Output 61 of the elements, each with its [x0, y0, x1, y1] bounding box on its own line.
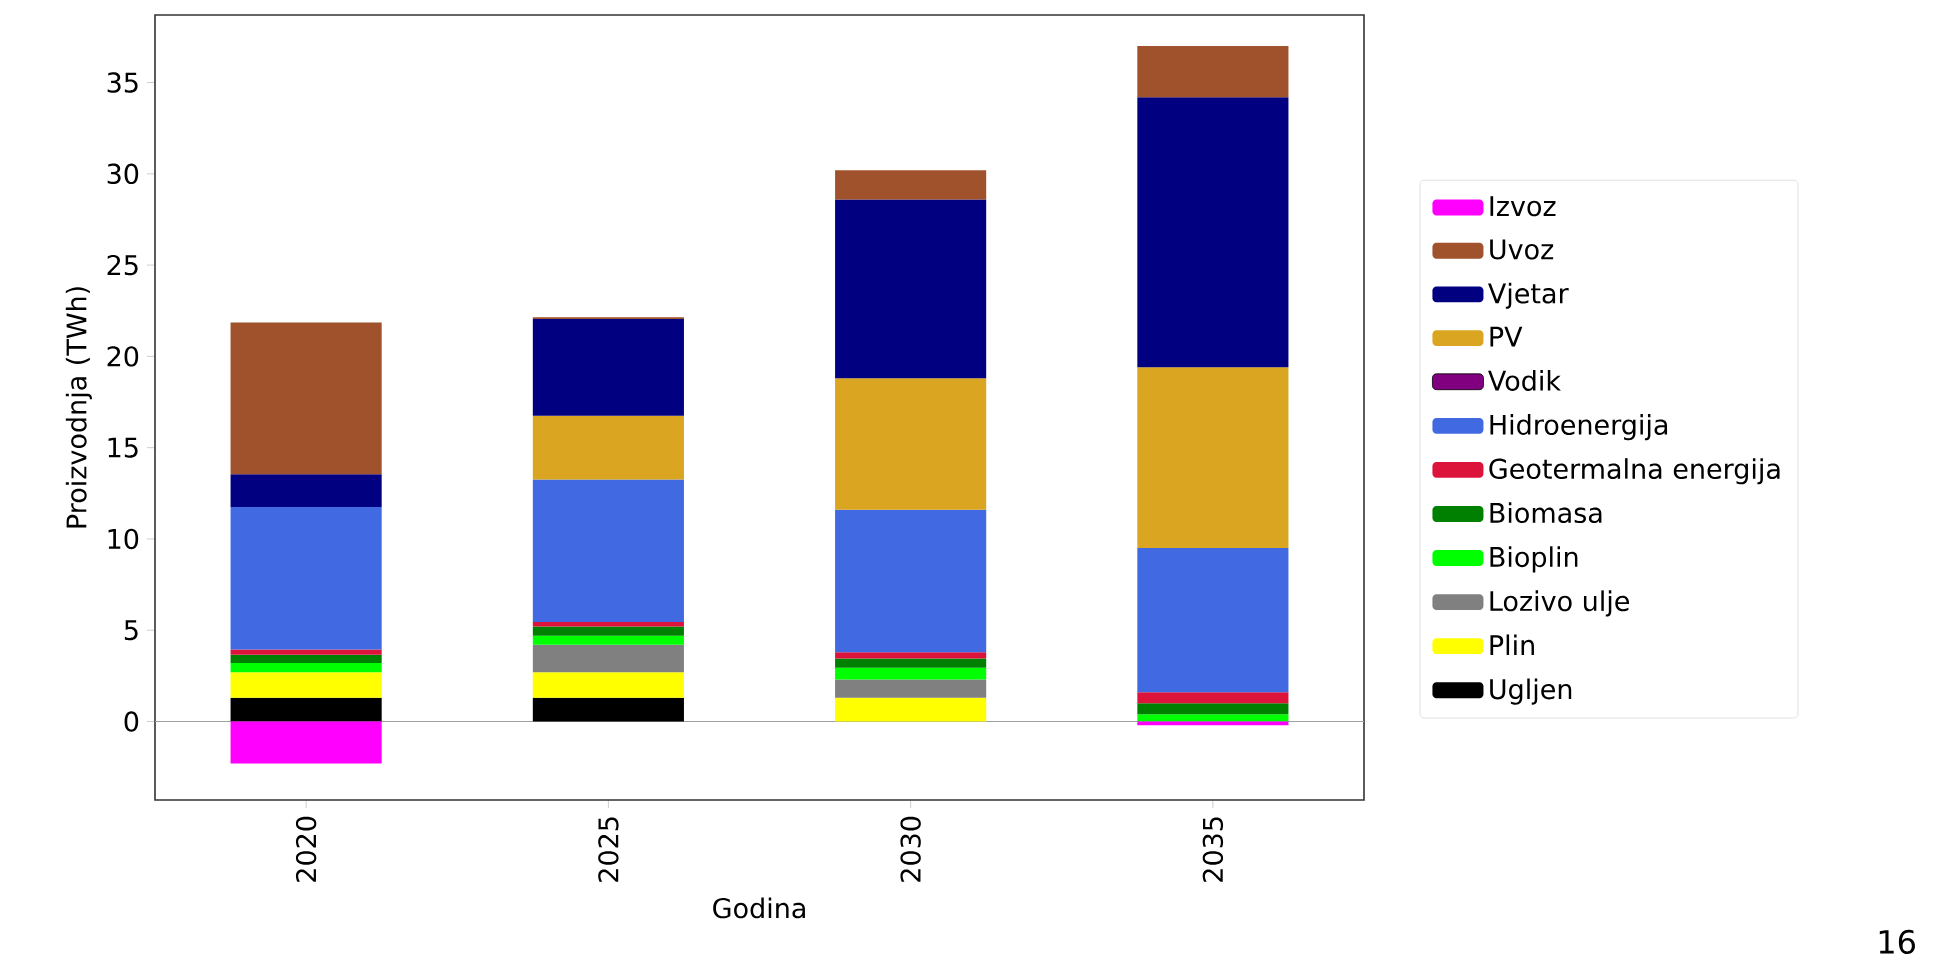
legend-label: Bioplin	[1490, 546, 1578, 573]
bar	[532, 697, 684, 722]
x-tick-label: 2035	[1202, 817, 1224, 882]
bar	[230, 474, 382, 507]
y-tick-label: 20	[107, 346, 139, 367]
bar	[835, 667, 987, 680]
y-tick-label: 10	[108, 528, 139, 550]
y-tick-label: 0	[124, 711, 139, 732]
bar	[1137, 714, 1289, 722]
bar	[835, 509, 987, 653]
bar	[230, 721, 382, 764]
bar	[835, 199, 987, 379]
y-tick-label: 5	[124, 620, 138, 641]
y-tick-label: 35	[107, 72, 138, 93]
bar	[532, 626, 684, 636]
bar	[835, 697, 987, 722]
bar	[1137, 692, 1289, 704]
legend-label: Plin	[1490, 634, 1534, 655]
legend-label: Ugljen	[1490, 678, 1572, 705]
legend-label: Vodik	[1488, 370, 1561, 391]
bar	[532, 672, 684, 698]
bar	[230, 654, 382, 664]
x-axis-title: Godina	[713, 897, 805, 919]
y-axis-title: Proizvodnja (TWh)	[65, 287, 92, 528]
legend-label: Lozivo ulje	[1490, 590, 1629, 617]
bar	[835, 170, 987, 200]
bar	[532, 415, 684, 480]
bar	[835, 679, 987, 698]
bar	[1137, 367, 1289, 549]
bar	[230, 672, 382, 698]
x-tick-label: 2030	[900, 816, 921, 882]
legend-label: PV	[1490, 326, 1523, 347]
bar	[1137, 548, 1289, 693]
legend-label: Vjetar	[1488, 282, 1569, 309]
bar	[835, 378, 987, 510]
legend-label: Hidroenergija	[1490, 414, 1668, 441]
bar	[835, 652, 987, 659]
bar	[532, 635, 684, 645]
x-tick-label: 2020	[295, 816, 317, 882]
y-tick-label: 30	[107, 163, 139, 185]
bar	[835, 658, 987, 668]
x-tick-label: 2025	[598, 817, 619, 882]
y-tick-label: 15	[108, 437, 138, 458]
legend-label: Geotermalna energija	[1489, 458, 1780, 485]
text: 16	[1879, 929, 1915, 954]
bar	[1137, 703, 1289, 715]
legend-label: Izvoz	[1490, 196, 1556, 217]
bar	[532, 644, 684, 673]
bar	[230, 649, 382, 655]
legend-label: Uvoz	[1490, 239, 1554, 260]
bar	[230, 506, 382, 650]
bar	[532, 479, 684, 623]
bar	[532, 318, 684, 416]
bar	[532, 622, 684, 627]
bar	[1137, 97, 1289, 368]
bar	[230, 322, 382, 475]
bar	[230, 663, 382, 673]
bar	[230, 697, 382, 722]
bar	[1137, 46, 1289, 98]
y-tick-label: 25	[107, 254, 138, 276]
legend-label: Biomasa	[1490, 502, 1602, 524]
